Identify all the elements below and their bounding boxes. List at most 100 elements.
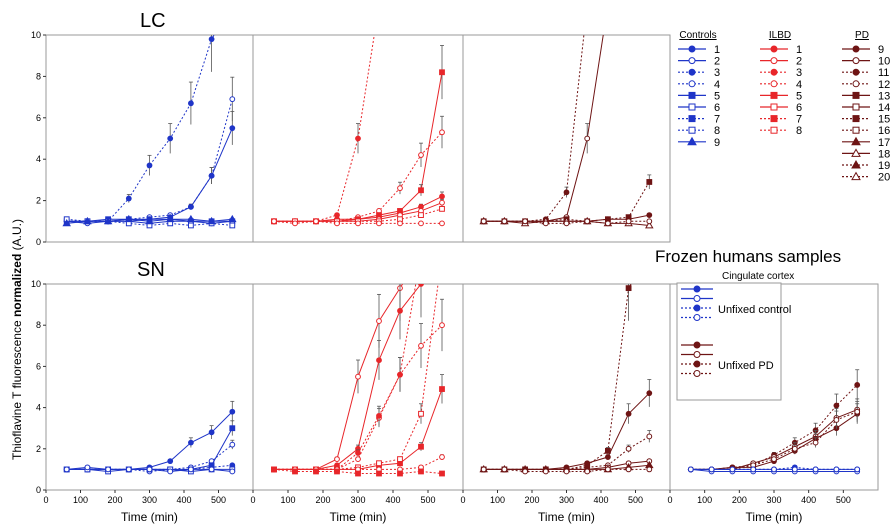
legend-marker [852, 103, 860, 111]
data-point [271, 466, 277, 473]
x-tick-label: 100 [280, 495, 295, 505]
data-point [501, 218, 508, 225]
legend-label: 8 [714, 125, 720, 137]
series-3 [63, 420, 236, 473]
data-point [646, 179, 653, 185]
data-point [376, 470, 382, 477]
data-point [355, 135, 361, 142]
data-point [646, 433, 653, 440]
data-point [418, 342, 424, 349]
plot-area [62, 35, 237, 229]
data-point [605, 220, 611, 227]
data-point [605, 447, 611, 454]
frozen-legend-item [681, 341, 713, 349]
legend-marker [852, 115, 860, 123]
series-8 [687, 466, 861, 473]
data-point [439, 220, 445, 227]
data-point [563, 468, 570, 475]
series-8 [271, 466, 445, 477]
legend-marker [693, 304, 701, 312]
x-tick-label: 500 [628, 495, 643, 505]
series-line [483, 392, 650, 470]
series-7 [62, 214, 237, 227]
data-point [208, 429, 215, 436]
plot-area [479, 284, 654, 475]
x-tick-label: 200 [732, 495, 747, 505]
legend-marker [688, 103, 696, 111]
frozen-legend: Unfixed control Unfixed PD [676, 282, 791, 401]
panel-sn-pd: 0 100 200 300 400 500 Time (min) [460, 283, 671, 524]
y-tick-label: 0 [36, 237, 41, 247]
data-point [229, 222, 236, 229]
legend-item: 12 [842, 79, 890, 91]
data-point [145, 216, 154, 225]
data-point [791, 466, 798, 473]
data-point [646, 212, 653, 218]
x-axis-label: Time (min) [746, 510, 803, 524]
legend-label: 1 [714, 44, 720, 56]
legend-marker [770, 91, 778, 99]
data-point [84, 464, 91, 471]
data-point [542, 468, 549, 475]
series-line [66, 411, 233, 470]
panel-frame [45, 34, 254, 243]
data-point [397, 456, 403, 463]
data-point [229, 468, 236, 475]
legend-marker [852, 57, 860, 65]
legend-marker [693, 360, 701, 368]
legend-item: 7 [678, 114, 720, 126]
data-point [625, 466, 632, 473]
legend-item: 1 [678, 44, 720, 56]
data-point [229, 408, 236, 415]
data-point [355, 373, 361, 380]
data-point [355, 220, 361, 227]
series-6 [63, 464, 236, 475]
legend-item: 4 [760, 79, 802, 91]
data-point [186, 214, 196, 223]
legend-label: 5 [796, 90, 802, 102]
unfixed-control-label: Unfixed control [718, 304, 791, 316]
legend-marker [851, 136, 861, 146]
data-point [418, 443, 424, 450]
x-tick-label: 200 [107, 495, 122, 505]
plot-area [271, 35, 445, 227]
legend-marker [688, 115, 696, 123]
x-tick-label: 0 [43, 495, 48, 505]
legend-label: 8 [796, 125, 802, 137]
data-point [313, 468, 319, 475]
legend-label: 17 [878, 137, 890, 149]
data-point [124, 214, 134, 223]
x-tick-label: 400 [801, 495, 816, 505]
x-tick-label: 500 [420, 495, 435, 505]
legend-label: 9 [878, 44, 884, 56]
legend-marker [693, 370, 701, 377]
y-tick-label: 0 [36, 485, 41, 495]
legend-marker [770, 103, 778, 111]
legend-label: 15 [878, 114, 890, 126]
data-point [418, 187, 424, 194]
legend-marker [688, 80, 696, 88]
legend-label: 4 [796, 79, 802, 91]
data-point [62, 218, 71, 227]
data-point [63, 466, 70, 473]
data-point [228, 214, 237, 223]
x-axis-label: Time (min) [121, 510, 178, 524]
data-point [229, 441, 236, 448]
data-point [292, 468, 298, 475]
data-point [125, 466, 132, 473]
x-tick-label: 400 [593, 495, 608, 505]
data-point [646, 466, 653, 473]
legend-marker [770, 126, 778, 134]
legend-marker [688, 91, 696, 99]
series-1 [63, 35, 215, 225]
legend-label: 7 [714, 114, 720, 126]
legend-marker [770, 68, 778, 76]
data-point [167, 458, 174, 465]
series-2 [63, 76, 236, 225]
data-point [439, 205, 445, 212]
series-3 [480, 284, 632, 473]
x-axis-label: Time (min) [538, 510, 595, 524]
data-point [522, 468, 528, 475]
